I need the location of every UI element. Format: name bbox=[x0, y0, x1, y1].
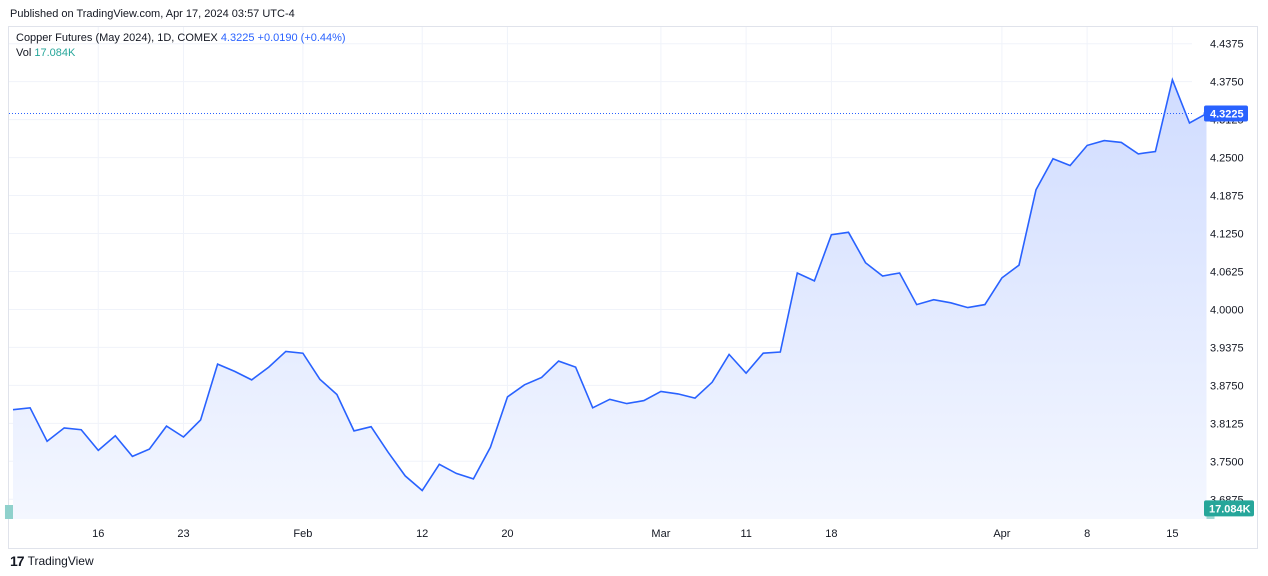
x-tick-label: 12 bbox=[416, 528, 428, 540]
y-tick-label: 4.2500 bbox=[1210, 153, 1244, 165]
x-tick-label: Apr bbox=[993, 528, 1010, 540]
y-tick-label: 4.0625 bbox=[1210, 266, 1244, 278]
y-tick-label: 4.3750 bbox=[1210, 77, 1244, 89]
legend-symbol-row: Copper Futures (May 2024), 1D, COMEX 4.3… bbox=[16, 32, 346, 44]
y-tick-label: 4.0000 bbox=[1210, 304, 1244, 316]
y-tick-label: 3.8750 bbox=[1210, 380, 1244, 392]
chart-frame bbox=[8, 26, 1258, 549]
price-line bbox=[12, 77, 1207, 492]
y-tick-label: 4.4375 bbox=[1210, 39, 1244, 51]
y-tick-label: 4.1875 bbox=[1210, 191, 1244, 203]
x-tick-label: 8 bbox=[1084, 528, 1090, 540]
footer-brand[interactable]: 17 TradingView bbox=[10, 553, 94, 569]
last-price-tag: 4.3225 bbox=[1204, 105, 1248, 122]
last-price-label: 4.3225 bbox=[1210, 109, 1244, 121]
legend-vol-label[interactable]: Vol bbox=[16, 47, 32, 59]
x-tick-label: 20 bbox=[501, 528, 513, 540]
x-tick-label: 23 bbox=[177, 528, 189, 540]
y-tick-label: 3.7500 bbox=[1210, 456, 1244, 468]
y-tick-label: 3.9375 bbox=[1210, 342, 1244, 354]
x-tick-label: 18 bbox=[825, 528, 837, 540]
legend-volume-row: Vol 17.084K bbox=[16, 47, 75, 59]
legend-last-value: 4.3225 bbox=[220, 32, 255, 44]
published-info: Published on TradingView.com, Apr 17, 20… bbox=[10, 8, 295, 20]
legend-symbol[interactable]: Copper Futures (May 2024), 1D, COMEX bbox=[16, 32, 218, 44]
y-tick-label: 4.1250 bbox=[1210, 229, 1244, 241]
tradingview-logo-icon: 17 bbox=[10, 553, 25, 569]
x-tick-label: Feb bbox=[293, 528, 312, 540]
y-tick-label: 3.8125 bbox=[1210, 418, 1244, 430]
x-tick-label: 15 bbox=[1166, 528, 1178, 540]
brand-name: TradingView bbox=[27, 554, 94, 568]
x-tick-label: Mar bbox=[651, 528, 670, 540]
x-tick-label: 16 bbox=[92, 528, 104, 540]
price-area-fill bbox=[13, 79, 1207, 520]
last-volume-label: 17.084K bbox=[1209, 503, 1251, 515]
legend-change: +0.0190 (+0.44%) bbox=[257, 32, 346, 44]
time-axis: 16 23 Feb 12 20 Mar 11 18 Apr 8 15 bbox=[92, 528, 1178, 540]
last-volume-tag: 17.084K bbox=[1204, 500, 1254, 517]
x-tick-label: 11 bbox=[740, 528, 751, 540]
legend-vol-value: 17.084K bbox=[34, 47, 76, 59]
